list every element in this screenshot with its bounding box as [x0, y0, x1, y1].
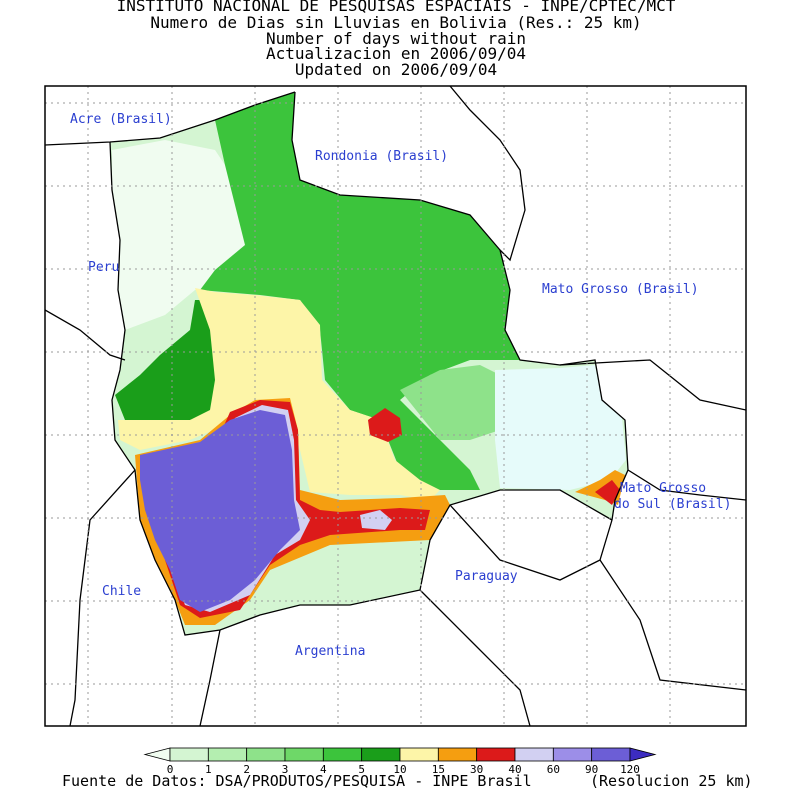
legend-swatch: [169, 747, 209, 762]
zone-5-days: [200, 92, 520, 490]
footer-source: Fuente de Datos: DSA/PRODUTOS/PESQUISA -…: [62, 772, 532, 790]
title-institution: INSTITUTO NACIONAL DE PESQUISAS ESPACIAI…: [116, 0, 676, 15]
label-peru: Peru: [88, 260, 119, 275]
zone-10-days: [115, 300, 230, 420]
legend-tick-label: 5: [358, 763, 365, 776]
legend-swatch: [437, 747, 478, 762]
zone-40-patch: [368, 408, 402, 442]
legend-swatch: [284, 747, 324, 762]
legend-colorbar: 0 1 2 3 4 5 10 15 30 40 60 90 120: [143, 747, 657, 776]
legend-swatch: [246, 747, 286, 762]
legend-tick-label: 90: [585, 763, 598, 776]
zone-0-days: [112, 140, 265, 330]
legend-tick-label: 40: [508, 763, 521, 776]
title-update-es: Actualizacion en 2006/09/04: [265, 44, 527, 63]
legend-tick-label: 2: [243, 763, 250, 776]
zone-0-east: [495, 365, 626, 490]
legend-tick-label: 3: [282, 763, 289, 776]
graticule: [45, 86, 746, 726]
zone-40-east: [595, 480, 620, 505]
legend-swatch: [361, 747, 401, 762]
label-acre: Acre (Brasil): [70, 112, 172, 127]
legend-swatch: [591, 747, 631, 762]
label-argentina: Argentina: [295, 644, 365, 659]
label-rondonia: Rondonia (Brasil): [315, 149, 448, 164]
legend-swatch: [322, 747, 363, 762]
map-border: [44, 85, 747, 727]
label-mato-grosso-sul-1: Mato Grosso: [620, 481, 706, 496]
legend-swatch: [207, 747, 248, 762]
legend-tick-label: 10: [393, 763, 406, 776]
legend-swatch: [143, 747, 171, 762]
legend-tick-label: 60: [547, 763, 560, 776]
legend-swatch: [399, 747, 439, 762]
footer-resolution: (Resolucion 25 km): [590, 772, 753, 790]
title-english: Number of days without rain: [265, 29, 527, 48]
label-mato-grosso: Mato Grosso (Brasil): [542, 282, 699, 297]
legend-tick-label: 0: [167, 763, 174, 776]
label-chile: Chile: [102, 584, 141, 599]
legend-tick-label: 15: [432, 763, 445, 776]
zone-60-patch: [360, 510, 392, 530]
title-spanish: Numero de Dias sin Lluvias en Bolivia (R…: [150, 13, 642, 32]
legend-swatch: [629, 747, 657, 762]
label-paraguay: Paraguay: [455, 569, 518, 584]
legend-swatch: [552, 747, 593, 762]
zone-15-days: [118, 288, 440, 500]
legend-swatch: [514, 747, 554, 762]
zone-120-days: [140, 410, 300, 612]
legend-tick-label: 30: [470, 763, 483, 776]
legend-tick-label: 1: [205, 763, 212, 776]
legend-tick-label: 4: [320, 763, 327, 776]
legend-swatch: [476, 747, 516, 762]
label-mato-grosso-sul-2: do Sul (Brasil): [614, 497, 731, 512]
legend-tick-label: 120: [620, 763, 640, 776]
title-update-en: Updated on 2006/09/04: [294, 60, 498, 79]
